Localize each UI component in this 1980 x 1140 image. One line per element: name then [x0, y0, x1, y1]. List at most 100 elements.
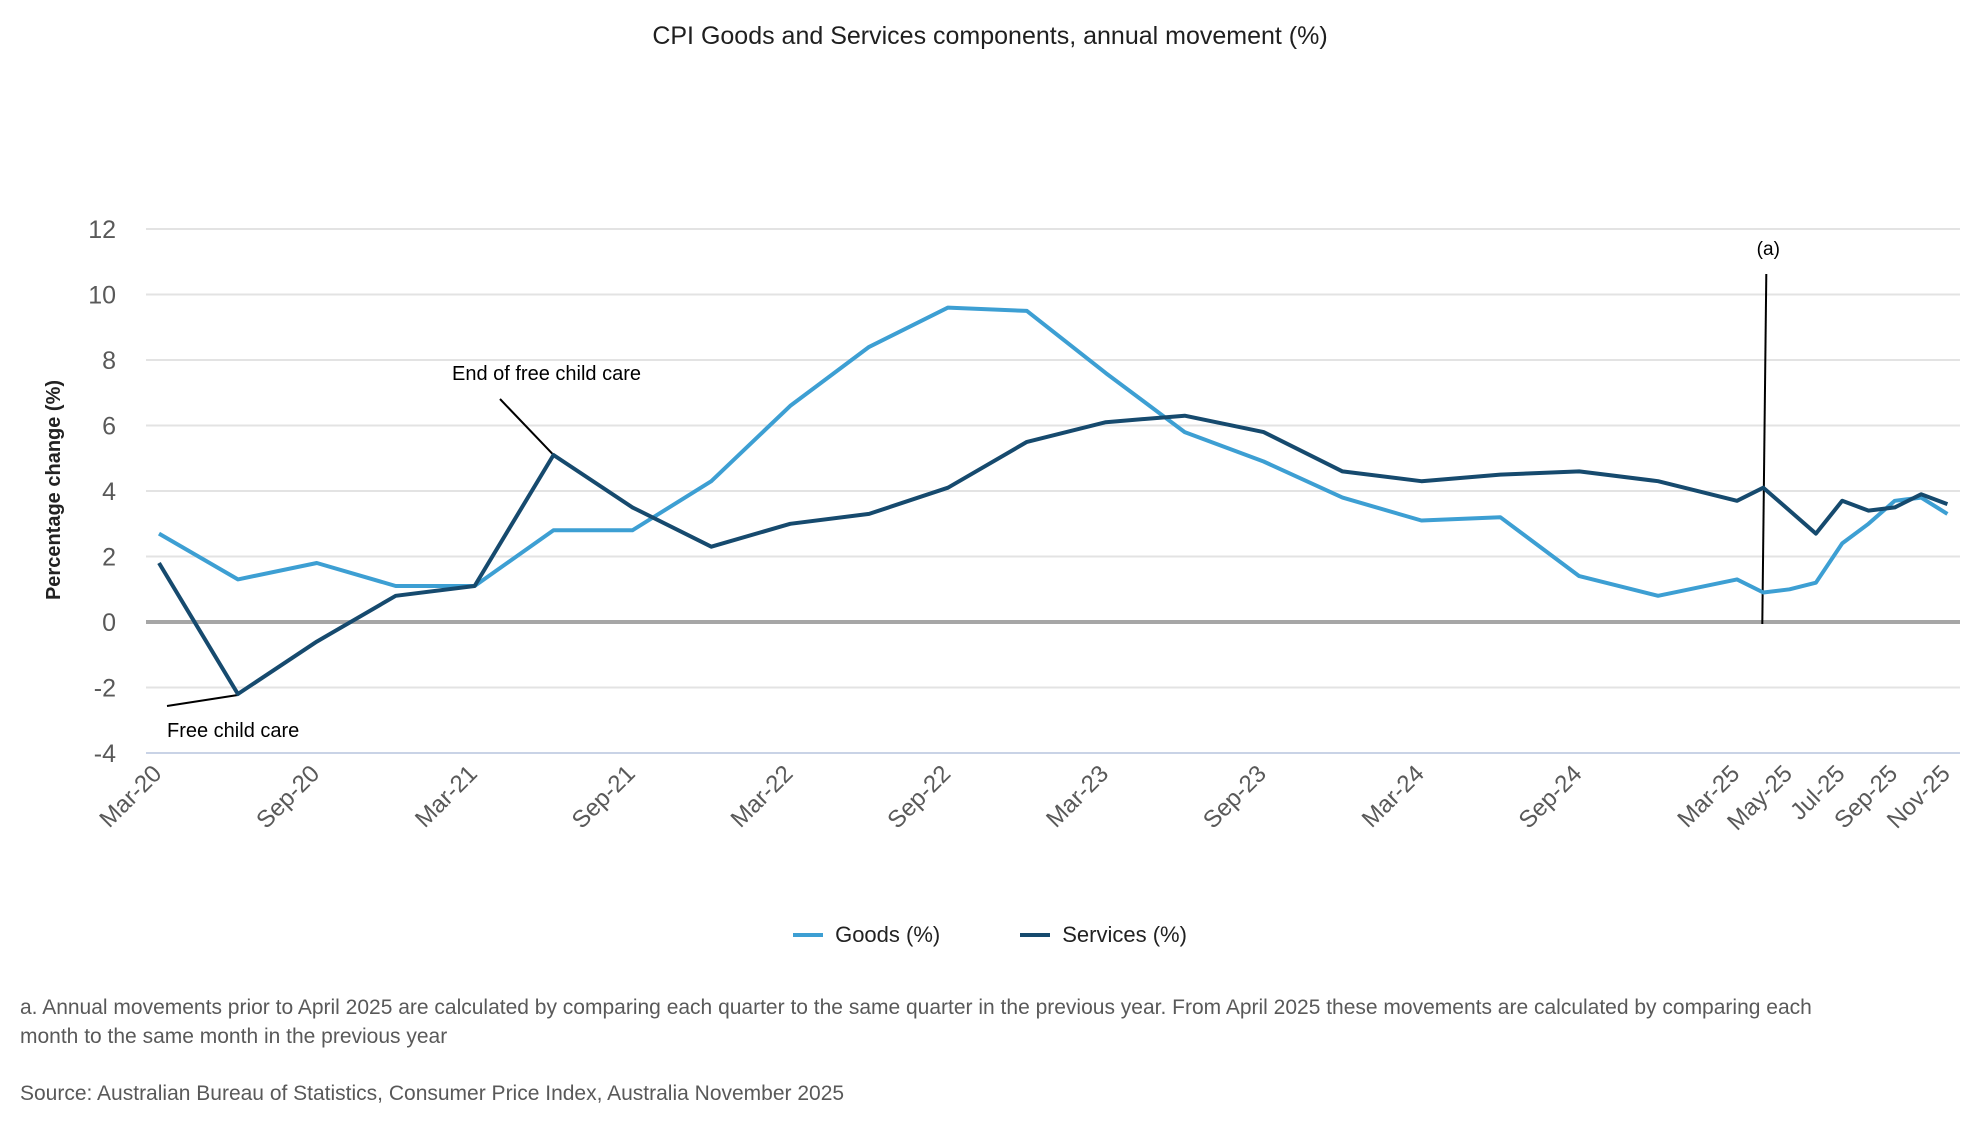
x-tick-label: Sep-23	[1198, 760, 1272, 834]
goods-point[interactable]	[1788, 587, 1792, 591]
services-point[interactable]	[1893, 505, 1897, 509]
annotation-a-label: (a)	[1757, 239, 1780, 260]
goods-point[interactable]	[946, 306, 950, 310]
goods-point[interactable]	[788, 404, 792, 408]
services-point[interactable]	[788, 522, 792, 526]
services-point[interactable]	[1814, 532, 1818, 536]
x-tick-label: Mar-22	[726, 760, 799, 833]
services-swatch-icon	[1020, 933, 1051, 937]
goods-point[interactable]	[157, 532, 161, 536]
services-point[interactable]	[1262, 430, 1266, 434]
goods-point[interactable]	[1419, 518, 1423, 522]
y-tick-label: -2	[94, 675, 116, 703]
goods-point[interactable]	[1262, 460, 1266, 464]
goods-point[interactable]	[1840, 541, 1844, 545]
legend-item-goods[interactable]: Goods (%)	[793, 922, 940, 948]
legend-label-goods: Goods (%)	[835, 922, 941, 947]
services-point[interactable]	[1025, 440, 1029, 444]
goods-point[interactable]	[315, 561, 319, 565]
x-tick-label: Sep-20	[251, 760, 325, 834]
goods-point[interactable]	[1735, 577, 1739, 581]
goods-point[interactable]	[552, 528, 556, 532]
y-tick-label: 0	[102, 609, 116, 637]
y-tick-label: 12	[88, 216, 116, 244]
x-tick-label: Sep-21	[567, 760, 641, 834]
services-point[interactable]	[1840, 499, 1844, 503]
goods-point[interactable]	[709, 479, 713, 483]
services-point[interactable]	[1341, 469, 1345, 473]
goods-point[interactable]	[630, 528, 634, 532]
legend-item-services[interactable]: Services (%)	[1020, 922, 1187, 948]
services-point[interactable]	[236, 692, 240, 696]
goods-point[interactable]	[1814, 581, 1818, 585]
services-point[interactable]	[552, 453, 556, 457]
y-tick-label: 10	[88, 282, 116, 310]
goods-point[interactable]	[1025, 309, 1029, 313]
services-point[interactable]	[946, 486, 950, 490]
goods-point[interactable]	[867, 345, 871, 349]
services-point[interactable]	[1788, 509, 1792, 513]
annotation-free-child-care: Free child care	[167, 720, 299, 742]
goods-point[interactable]	[1867, 522, 1871, 526]
y-tick-label: 4	[102, 478, 116, 506]
y-tick-label: -4	[94, 740, 116, 768]
services-point[interactable]	[1945, 502, 1949, 506]
services-point[interactable]	[1577, 469, 1581, 473]
y-axis-label: Percentage change (%)	[43, 380, 65, 600]
goods-point[interactable]	[1498, 515, 1502, 519]
break-marker-line	[1761, 273, 1768, 625]
x-tick-label: Mar-24	[1357, 760, 1430, 833]
footnote: a. Annual movements prior to April 2025 …	[20, 996, 1812, 1048]
services-point[interactable]	[709, 545, 713, 549]
goods-point[interactable]	[1656, 594, 1660, 598]
x-tick-label: Sep-22	[882, 760, 956, 834]
annotation-connector	[166, 694, 239, 707]
legend-label-services: Services (%)	[1062, 922, 1187, 947]
services-point[interactable]	[1919, 492, 1923, 496]
services-point[interactable]	[1656, 479, 1660, 483]
y-tick-label: 6	[102, 413, 116, 441]
services-point[interactable]	[1761, 486, 1765, 490]
goods-point[interactable]	[394, 584, 398, 588]
y-axis-ticks: 12 10 8 6 4 2 0 -2 -4	[88, 216, 116, 768]
services-point[interactable]	[394, 594, 398, 598]
goods-point[interactable]	[236, 577, 240, 581]
goods-point[interactable]	[1893, 499, 1897, 503]
annotation-connector	[499, 398, 555, 456]
services-point[interactable]	[1419, 479, 1423, 483]
x-tick-label: Mar-23	[1041, 760, 1114, 833]
series-lines	[157, 305, 1949, 696]
services-series-line[interactable]	[157, 413, 1949, 696]
legend: Goods (%) Services (%)	[0, 922, 1980, 948]
services-point[interactable]	[1735, 499, 1739, 503]
goods-point[interactable]	[1104, 371, 1108, 375]
goods-point[interactable]	[1183, 430, 1187, 434]
goods-point[interactable]	[1341, 496, 1345, 500]
goods-swatch-icon	[793, 933, 824, 937]
source-note: Source: Australian Bureau of Statistics,…	[20, 1082, 845, 1105]
services-point[interactable]	[473, 584, 477, 588]
gridlines	[146, 228, 1960, 754]
annotations: Free child care End of free child care (a)	[166, 239, 1780, 742]
services-point[interactable]	[1104, 420, 1108, 424]
x-tick-label: Mar-20	[94, 760, 167, 833]
x-axis-ticks: Mar-20 Sep-20 Mar-21 Sep-21 Mar-22 Sep-22 Mar-…	[94, 760, 1955, 836]
services-point[interactable]	[315, 640, 319, 644]
goods-point[interactable]	[1945, 512, 1949, 516]
services-point[interactable]	[1867, 509, 1871, 513]
y-tick-label: 8	[102, 347, 116, 375]
goods-series-line[interactable]	[157, 305, 1949, 598]
services-point[interactable]	[630, 505, 634, 509]
annotation-end-of-free-child-care: End of free child care	[452, 363, 641, 385]
goods-point[interactable]	[1761, 591, 1765, 595]
services-point[interactable]	[1183, 414, 1187, 418]
services-point[interactable]	[157, 561, 161, 565]
y-tick-label: 2	[102, 544, 116, 572]
x-tick-label: Sep-24	[1514, 760, 1588, 834]
services-point[interactable]	[1498, 473, 1502, 477]
x-tick-label: Mar-21	[410, 760, 483, 833]
chart-title: CPI Goods and Services components, annua…	[652, 22, 1328, 50]
services-point[interactable]	[867, 512, 871, 516]
goods-point[interactable]	[1577, 574, 1581, 578]
